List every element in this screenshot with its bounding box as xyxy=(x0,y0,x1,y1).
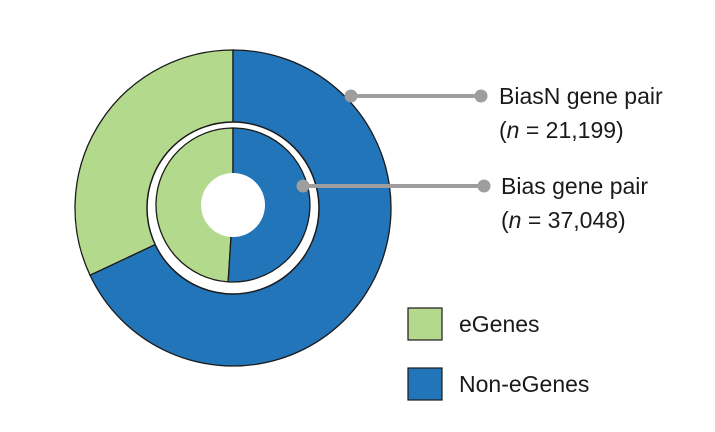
outer-ring-leader-dot-end xyxy=(474,89,488,103)
legend: eGenes Non-eGenes xyxy=(407,307,589,401)
outer-ring-count: (n = 21,199) xyxy=(499,117,624,143)
inner-ring-callout: Bias gene pair (n = 37,048) xyxy=(296,173,648,233)
inner-slice-egenes xyxy=(155,127,234,283)
outer-ring-label: BiasN gene pair xyxy=(499,83,663,109)
inner-ring-leader-dot-end xyxy=(477,179,491,193)
outer-ring-n-value: = 21,199 xyxy=(526,117,616,143)
inner-slice-non-egenes xyxy=(227,127,311,283)
inner-ring-count: (n = 37,048) xyxy=(501,207,626,233)
outer-ring-n-symbol: n xyxy=(507,117,520,143)
legend-swatch-egenes xyxy=(407,307,443,341)
outer-ring-callout: BiasN gene pair (n = 21,199) xyxy=(344,83,663,143)
inner-ring-leader-dot-start xyxy=(296,179,310,193)
inner-ring xyxy=(155,127,311,283)
inner-ring-n-value: = 37,048 xyxy=(528,207,618,233)
legend-swatch-non-egenes xyxy=(407,367,443,401)
center-hole xyxy=(201,173,265,237)
outer-ring-leader-dot-start xyxy=(344,89,358,103)
inner-ring-n-symbol: n xyxy=(509,207,522,233)
legend-label-non-egenes: Non-eGenes xyxy=(459,371,589,397)
legend-label-egenes: eGenes xyxy=(459,311,540,337)
inner-ring-label: Bias gene pair xyxy=(501,173,648,199)
